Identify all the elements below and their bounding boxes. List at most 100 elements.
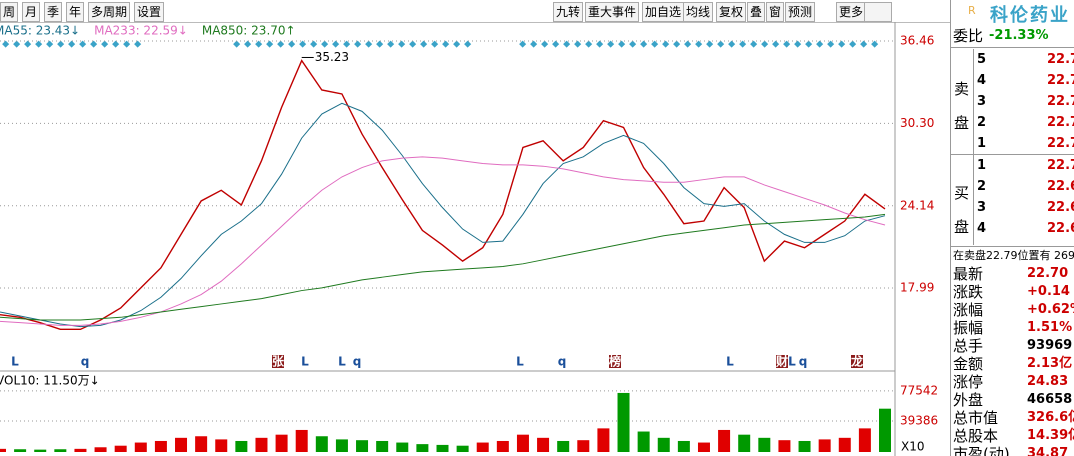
toolbar-button[interactable]: 加自选	[642, 2, 685, 22]
signal-diamond	[134, 40, 142, 48]
signal-diamond	[431, 40, 439, 48]
event-box	[609, 355, 621, 368]
toolbar-button[interactable]: 设置	[134, 2, 165, 22]
volume-bar	[255, 437, 268, 452]
volume-bar	[617, 392, 630, 452]
moving-average-line	[0, 156, 886, 326]
high-label: 35.23	[315, 50, 349, 64]
toolbar-button[interactable]: 月	[22, 2, 41, 22]
ratio-label: 委比	[953, 27, 984, 45]
signal-diamond	[629, 40, 637, 48]
signal-diamond	[530, 40, 538, 48]
event-marker: 榜	[609, 354, 621, 369]
stock-name: 科伦药业	[990, 5, 1070, 26]
volume-bar	[94, 447, 107, 452]
volume-bar	[577, 440, 590, 452]
volume-bar	[0, 448, 6, 452]
toolbar-button[interactable]: 预测	[785, 2, 816, 22]
stat-label: 总股本	[953, 427, 999, 445]
toolbar-button[interactable]: 年	[66, 2, 85, 22]
signal-diamond	[838, 40, 846, 48]
toolbar-button[interactable]: 叠	[747, 2, 766, 22]
signal-diamond	[123, 40, 131, 48]
toolbar-button[interactable]: 均线	[683, 2, 714, 22]
price: 22.67	[1047, 221, 1074, 236]
level: 1	[977, 136, 987, 151]
signal-diamond	[90, 40, 98, 48]
signal-diamond	[332, 40, 340, 48]
quote-panel: 委比-21.33%卖盘买盘522.79422.78322.77222.76122…	[950, 0, 1074, 456]
stat-value: 22.70	[1027, 266, 1069, 281]
signal-diamond	[783, 40, 791, 48]
divider	[951, 47, 1074, 48]
stat-value: 93969	[1027, 338, 1073, 353]
toolbar-button[interactable]: 重大事件	[585, 2, 640, 22]
signal-diamond	[849, 40, 857, 48]
signal-diamond	[695, 40, 703, 48]
signal-diamond	[805, 40, 813, 48]
toolbar-button[interactable]: 多周期	[88, 2, 131, 22]
signal-diamond	[761, 40, 769, 48]
signal-diamond	[618, 40, 626, 48]
signal-diamond	[871, 40, 879, 48]
level: 2	[977, 115, 987, 130]
volume-bar	[838, 437, 851, 452]
volume-bar	[758, 437, 771, 452]
y-tick-label: 24.14	[900, 198, 934, 212]
signal-diamond	[519, 40, 527, 48]
volume-bar	[476, 442, 489, 452]
event-marker: 龙	[851, 354, 863, 369]
signal-diamond	[772, 40, 780, 48]
toolbar-button[interactable]: 复权	[716, 2, 747, 22]
signal-diamond	[662, 40, 670, 48]
signal-diamond	[277, 40, 285, 48]
event-marker: L	[726, 355, 734, 369]
level: 5	[977, 52, 987, 67]
legend-entry: MA233: 22.59↓	[94, 24, 188, 38]
signal-diamond	[365, 40, 373, 48]
signal-diamond	[541, 40, 549, 48]
toolbar-button[interactable]: 周	[0, 2, 19, 22]
stat-label: 总手	[953, 337, 984, 355]
toolbar-button[interactable]: 更多	[836, 2, 867, 22]
price: 22.75	[1047, 136, 1074, 151]
volume-bar	[657, 437, 670, 452]
toolbar-button[interactable]: 季	[44, 2, 63, 22]
toolbar-button[interactable]: 窗	[766, 2, 785, 22]
signal-diamond	[354, 40, 362, 48]
stat-label: 金额	[953, 355, 984, 373]
signal-diamond	[35, 40, 43, 48]
event-marker: q	[81, 355, 90, 369]
price-line	[0, 59, 886, 331]
level: 4	[977, 73, 987, 88]
stat-label: 最新	[953, 265, 984, 283]
signal-diamond	[827, 40, 835, 48]
signal-diamond	[860, 40, 868, 48]
signal-diamond	[794, 40, 802, 48]
level: 3	[977, 94, 987, 109]
price: 22.69	[1047, 179, 1074, 194]
signal-diamond	[310, 40, 318, 48]
volume-bar	[697, 442, 710, 452]
stat-value: 1.51%	[1027, 320, 1073, 335]
ratio-value: -21.33%	[989, 28, 1049, 43]
volume-bar	[738, 434, 751, 452]
volume-bar	[718, 429, 731, 452]
price: 22.76	[1047, 115, 1074, 130]
volume-bar	[597, 428, 610, 452]
legend-entry: MA850: 23.70↑	[202, 24, 296, 38]
volume-bar	[275, 434, 288, 452]
signal-diamond	[321, 40, 329, 48]
price: 22.70	[1047, 158, 1074, 173]
toolbar-button[interactable]: 九转	[553, 2, 584, 22]
signal-diamond	[376, 40, 384, 48]
menu-button[interactable]	[864, 2, 892, 22]
y-tick-label: 36.46	[900, 34, 934, 48]
signal-diamond	[552, 40, 560, 48]
stat-label: 外盘	[953, 391, 984, 409]
signal-diamond	[13, 40, 21, 48]
stat-value: +0.62%	[1027, 302, 1074, 317]
y-tick-label: 17.99	[900, 281, 934, 295]
volume-bar	[818, 439, 831, 452]
event-marker: q	[353, 355, 362, 369]
